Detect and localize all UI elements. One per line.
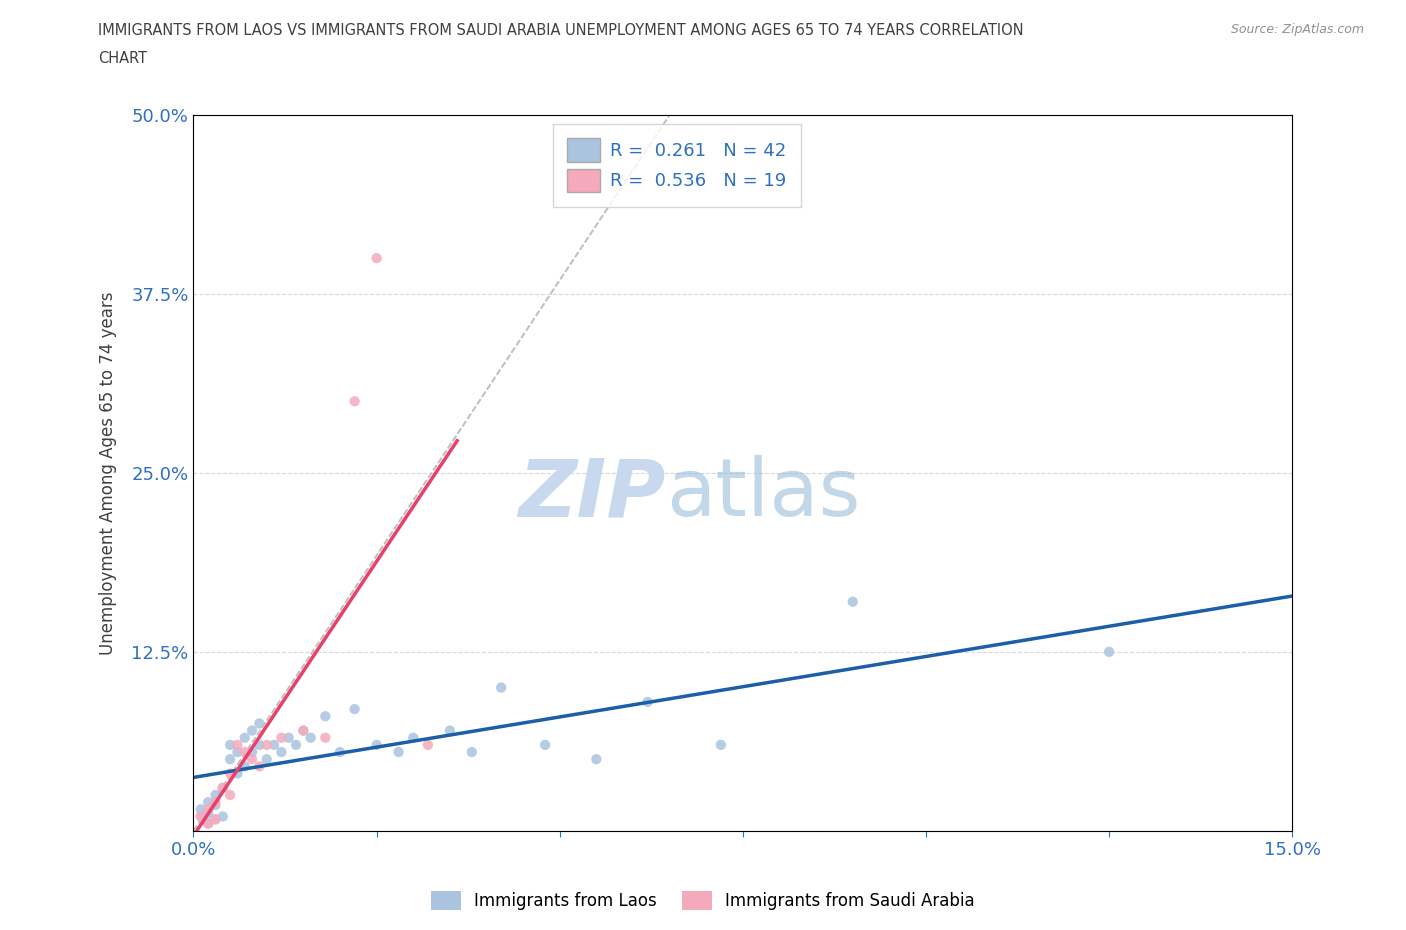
Point (233, 730, 256, 745)
Point (219, 751, 242, 766)
Point (270, 730, 292, 745)
Point (219, 788, 242, 803)
Point (249, 716, 271, 731)
Point (197, 802, 219, 817)
Y-axis label: Unemployment Among Ages 65 to 74 years: Unemployment Among Ages 65 to 74 years (100, 291, 117, 655)
Point (197, 817, 219, 831)
Point (204, 795, 226, 810)
Point (534, 737, 557, 752)
Point (233, 759, 256, 774)
Point (637, 695, 659, 710)
Point (366, 737, 388, 752)
Text: Source: ZipAtlas.com: Source: ZipAtlas.com (1230, 23, 1364, 36)
Point (314, 709, 336, 724)
Point (292, 724, 315, 738)
Text: CHART: CHART (98, 51, 148, 66)
Point (841, 594, 863, 609)
Point (211, 809, 233, 824)
Point (585, 751, 607, 766)
Point (204, 798, 226, 813)
Point (314, 730, 336, 745)
Point (402, 730, 425, 745)
Point (240, 751, 263, 766)
Text: IMMIGRANTS FROM LAOS VS IMMIGRANTS FROM SAUDI ARABIA UNEMPLOYMENT AMONG AGES 65 : IMMIGRANTS FROM LAOS VS IMMIGRANTS FROM … (98, 23, 1024, 38)
Point (461, 745, 484, 760)
Point (710, 737, 733, 752)
Point (343, 701, 366, 716)
Point (299, 730, 322, 745)
Point (439, 724, 461, 738)
Point (256, 737, 278, 752)
Text: atlas: atlas (666, 456, 860, 534)
Point (226, 766, 249, 781)
Point (240, 724, 263, 738)
Point (256, 751, 278, 766)
Point (204, 812, 226, 827)
Legend: R =  0.261   N = 42, R =  0.536   N = 19: R = 0.261 N = 42, R = 0.536 N = 19 (553, 124, 801, 206)
Point (366, 251, 388, 266)
Point (329, 745, 352, 760)
Point (211, 780, 233, 795)
Point (292, 724, 315, 738)
Point (489, 680, 512, 695)
Point (190, 802, 212, 817)
Point (204, 812, 226, 827)
Point (204, 788, 226, 803)
Point (197, 817, 219, 831)
Point (277, 730, 299, 745)
Point (416, 737, 439, 752)
Point (219, 766, 242, 781)
Point (190, 809, 212, 824)
Point (285, 737, 308, 752)
Point (190, 809, 212, 824)
Point (387, 745, 409, 760)
Point (211, 780, 233, 795)
Point (197, 795, 219, 810)
Point (233, 745, 256, 760)
Point (1098, 644, 1121, 659)
Point (197, 806, 219, 821)
Point (226, 745, 249, 760)
Text: ZIP: ZIP (519, 456, 666, 534)
Point (249, 759, 271, 774)
Point (219, 737, 242, 752)
Point (226, 737, 249, 752)
Point (270, 745, 292, 760)
Point (343, 394, 366, 409)
Point (249, 737, 271, 752)
Point (240, 745, 263, 760)
Legend: Immigrants from Laos, Immigrants from Saudi Arabia: Immigrants from Laos, Immigrants from Sa… (425, 884, 981, 917)
Point (263, 737, 285, 752)
